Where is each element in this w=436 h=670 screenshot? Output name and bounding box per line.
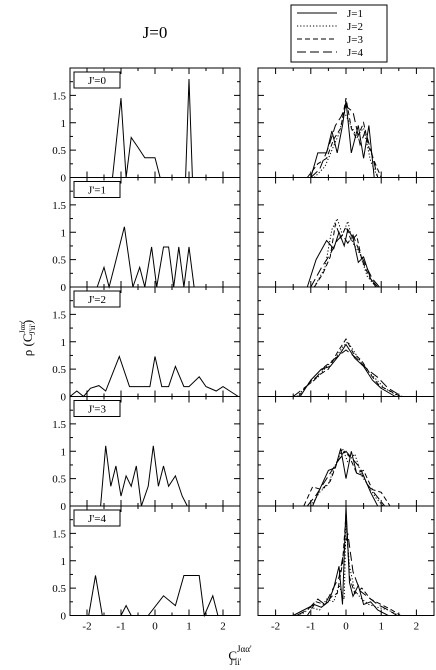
panel-frame xyxy=(257,177,435,288)
series-line-J=3 xyxy=(306,98,382,178)
y-tick-label: 0 xyxy=(61,501,67,513)
panel-label-box xyxy=(73,71,121,89)
legend-box xyxy=(290,4,388,63)
x-axis-label: CJαα' J'ii' xyxy=(228,644,252,667)
legend-label-3: J=3 xyxy=(347,34,363,46)
series-line xyxy=(96,226,195,289)
y-tick-label: 0.5 xyxy=(52,583,66,595)
y-axis-label-close: ) xyxy=(20,320,35,324)
y-tick-label: 1 xyxy=(61,227,67,239)
x-tick-label: -2 xyxy=(271,621,280,633)
panel-label: J'=1 xyxy=(88,185,106,197)
y-tick-label: 1 xyxy=(61,337,67,349)
panel-1-right xyxy=(257,177,435,288)
panel-3-left: 0 0.5 1 1.5 J'=3 xyxy=(52,396,241,513)
panel-2-left: 0 0.5 1 1.5 J'=2 xyxy=(52,286,241,404)
panel-label-box xyxy=(73,181,121,198)
x-axis-label-main: C xyxy=(228,648,237,663)
panel-label: J'=4 xyxy=(88,513,106,525)
panel-0-left: 0 0.5 1 1.5 J'=0 xyxy=(52,67,241,185)
panel-label-box xyxy=(73,290,121,308)
x-tick-label: 2 xyxy=(220,621,226,633)
legend-label-4: J=4 xyxy=(347,47,363,59)
y-tick-label: 0 xyxy=(61,611,67,623)
series-line-J=3 xyxy=(303,450,391,507)
y-axis-label-sup: Jαα' xyxy=(18,320,27,333)
y-tick-label: 0.5 xyxy=(52,364,66,376)
svg-text:CJαα'J'ii': CJαα' J'ii' xyxy=(228,644,252,667)
x-tick-label: 0 xyxy=(343,621,349,633)
x-tick-label: -1 xyxy=(306,621,315,633)
panel-3-right xyxy=(257,396,435,507)
panel-label: J'=3 xyxy=(88,404,106,416)
x-axis-label-sup: Jαα' xyxy=(237,644,252,654)
series-line-J=2 xyxy=(313,110,379,178)
panel-label: J'=2 xyxy=(88,294,106,306)
x-tick-label: 1 xyxy=(186,621,192,633)
y-tick-label: 1.5 xyxy=(52,309,66,321)
legend: J=1J=2J=3J=4 xyxy=(290,4,388,63)
series-line-J=1 xyxy=(292,505,389,616)
series-line-J=3 xyxy=(313,222,377,288)
panel-frame xyxy=(257,67,435,178)
x-tick-label: -2 xyxy=(82,621,91,633)
series-line xyxy=(100,445,188,507)
y-tick-label: 0.5 xyxy=(52,474,66,486)
y-tick-label: 1 xyxy=(61,556,67,568)
y-tick-label: 1 xyxy=(61,446,67,458)
y-tick-label: 0 xyxy=(61,173,67,185)
y-tick-label: 0 xyxy=(61,282,67,294)
y-tick-label: 0 xyxy=(61,392,67,404)
x-tick-label: 2 xyxy=(414,621,420,633)
series-line-J=1 xyxy=(299,343,396,397)
y-tick-label: 1.5 xyxy=(52,528,66,540)
panel-label: J'=0 xyxy=(88,75,106,87)
svg-text:ρ (CJαα'J'ii'): ρ (CJαα'J'ii') xyxy=(18,320,37,356)
legend-label-2: J=2 xyxy=(347,21,363,33)
panel-0-right xyxy=(257,67,435,178)
x-tick-label: 0 xyxy=(152,621,158,633)
y-tick-label: 1.5 xyxy=(52,200,66,212)
series-line-J=2 xyxy=(296,341,400,397)
y-tick-label: 1.5 xyxy=(52,419,66,431)
panel-label-box xyxy=(73,400,121,417)
legend-label-1: J=1 xyxy=(347,8,363,20)
series-line-J=4 xyxy=(310,105,379,178)
x-tick-label: -1 xyxy=(116,621,125,633)
series-line xyxy=(69,355,239,398)
series-line xyxy=(112,78,200,178)
panel-2-right xyxy=(257,286,435,397)
panel-frame xyxy=(257,286,435,397)
series-line-J=2 xyxy=(310,447,384,507)
series-line-J=4 xyxy=(310,233,380,288)
y-tick-label: 1.5 xyxy=(52,90,66,102)
series-line-J=4 xyxy=(292,349,403,397)
series-line-J=1 xyxy=(310,100,375,178)
y-axis-label-sub: J'ii' xyxy=(28,324,37,335)
series-line-J=1 xyxy=(312,448,379,507)
panel-4-left: 0 0.5 1 1.5 -2 -1 0 1 2 J'=4 xyxy=(52,505,241,633)
panel-4-right: -2 -1 0 1 2 xyxy=(257,505,435,633)
series-line xyxy=(88,575,219,618)
panel-1-left: 0 0.5 1 1.5 J'=1 xyxy=(52,177,241,294)
y-axis-label-main: ρ (C xyxy=(20,333,35,356)
y-tick-label: 0.5 xyxy=(52,255,66,267)
y-tick-label: 0.5 xyxy=(52,145,66,157)
series-line-J=2 xyxy=(299,522,400,616)
series-line-J=4 xyxy=(306,450,386,507)
y-tick-label: 1 xyxy=(61,118,67,130)
panel-label-box xyxy=(73,509,121,527)
x-axis-label-sub: J'ii' xyxy=(230,657,242,667)
chart-title: J=0 xyxy=(143,23,168,42)
series-line-J=3 xyxy=(298,337,401,397)
panel-grid: 0 0.5 1 1.5 J'=0 0 0.5 1 1.5 J'=1 0 0.5 1 1.5 J'=2 0 0.5… xyxy=(52,67,435,633)
y-axis-label: ρ (CJαα'J'ii') xyxy=(18,320,37,356)
series-line-J=4 xyxy=(296,533,398,616)
series-line-J=1 xyxy=(306,228,379,288)
series-line-J=3 xyxy=(306,514,401,616)
x-tick-label: 1 xyxy=(378,621,384,633)
